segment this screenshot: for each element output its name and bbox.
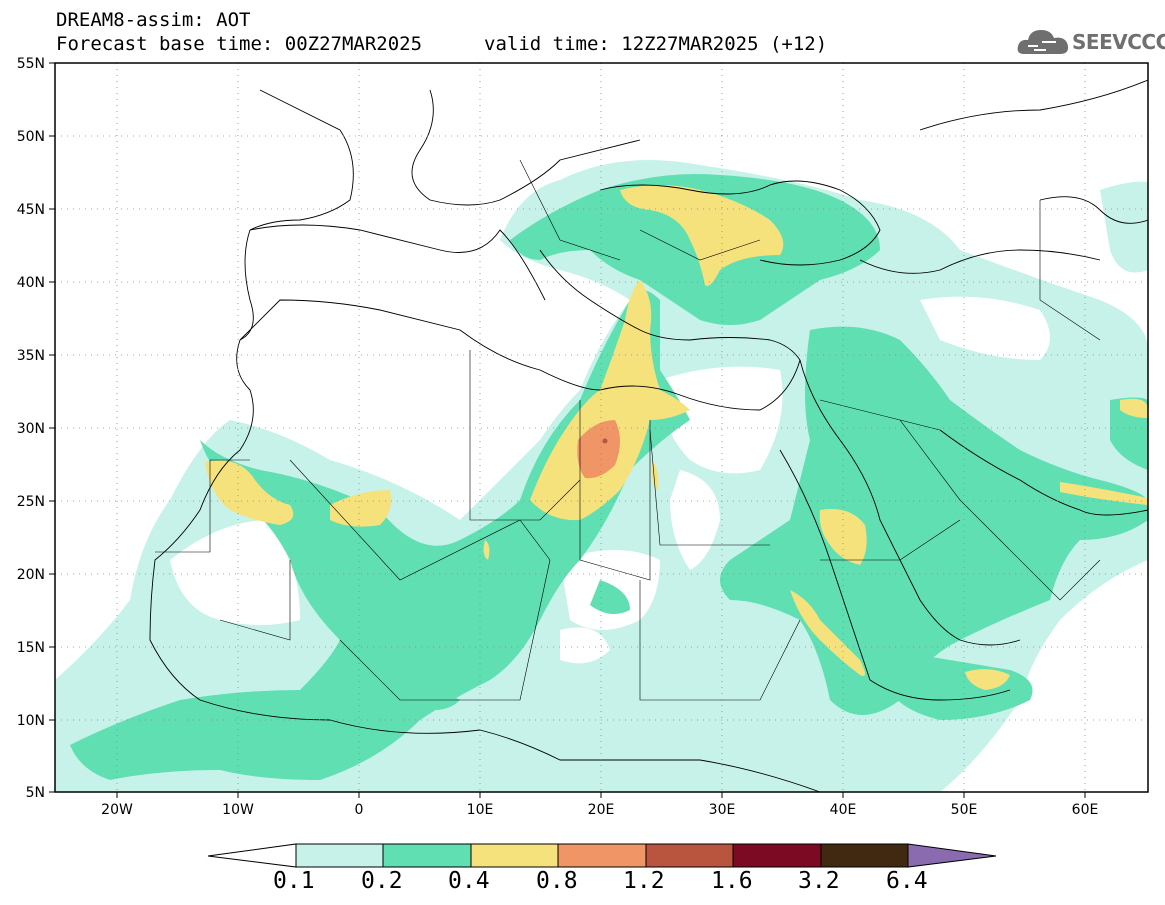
colorbar-swatch — [645, 843, 734, 868]
coastlines — [149, 79, 1148, 792]
lon-label: 50E — [951, 802, 978, 818]
logo-text: SEEVCCC — [1072, 30, 1165, 54]
seevccc-logo: SEEVCCC — [1016, 24, 1165, 60]
colorbar-swatch — [295, 843, 384, 868]
cloud-icon — [1017, 30, 1069, 54]
colorbar-label: 0.1 — [273, 868, 315, 894]
aot-band-0.8 — [577, 420, 620, 479]
colorbar-label: 1.2 — [623, 868, 665, 894]
gridlines — [55, 63, 1148, 792]
lat-label: 10N — [17, 713, 45, 729]
aot-clear-areas — [170, 296, 1050, 664]
colorbar-swatch — [470, 843, 559, 868]
lon-label: 0 — [355, 802, 364, 818]
valid-time: valid time: 12Z27MAR2025 (+12) — [484, 33, 828, 55]
lat-label: 40N — [17, 275, 45, 291]
colorbar-label: 0.4 — [448, 868, 490, 894]
lon-label: 60E — [1072, 802, 1099, 818]
aot-band-0.4 — [205, 185, 1148, 690]
colorbar-over-arrow — [907, 843, 997, 868]
lat-label: 50N — [17, 129, 45, 145]
lat-label: 15N — [17, 640, 45, 656]
colorbar-label: 3.2 — [798, 868, 840, 894]
lon-label: 10E — [467, 802, 494, 818]
lat-label: 5N — [26, 785, 45, 801]
colorbar-label: 0.8 — [536, 868, 578, 894]
colorbar — [207, 843, 997, 868]
colorbar-swatch — [820, 843, 909, 868]
colorbar-label: 6.4 — [886, 868, 928, 894]
lat-labels: 55N 50N 45N 40N 35N 30N 25N 20N 15N 10N … — [17, 56, 45, 801]
aot-band-1.2 — [602, 438, 608, 444]
lat-label: 30N — [17, 421, 45, 437]
lon-label: 20W — [101, 802, 133, 818]
aot-field — [55, 63, 1148, 792]
lat-label: 45N — [17, 202, 45, 218]
forecast-base-time: Forecast base time: 00Z27MAR2025 — [56, 33, 423, 55]
lon-labels: 20W 10W 0 10E 20E 30E 40E 50E 60E — [101, 802, 1098, 818]
lon-label: 10W — [222, 802, 254, 818]
lon-label: 20E — [588, 802, 615, 818]
colorbar-label: 0.2 — [361, 868, 403, 894]
lon-label: 30E — [709, 802, 736, 818]
lat-label: 55N — [17, 56, 45, 72]
colorbar-swatch — [557, 843, 647, 868]
lat-label: 25N — [17, 494, 45, 510]
lat-label: 35N — [17, 348, 45, 364]
colorbar-swatch — [732, 843, 822, 868]
lon-label: 40E — [830, 802, 857, 818]
map-title: DREAM8-assim: AOT — [56, 9, 251, 31]
colorbar-swatch — [382, 843, 472, 868]
aot-band-0.2 — [70, 174, 1148, 780]
colorbar-label: 1.6 — [711, 868, 753, 894]
colorbar-under-arrow — [207, 843, 297, 868]
borders — [155, 159, 1101, 701]
axis-ticks — [49, 62, 1086, 798]
lat-label: 20N — [17, 567, 45, 583]
